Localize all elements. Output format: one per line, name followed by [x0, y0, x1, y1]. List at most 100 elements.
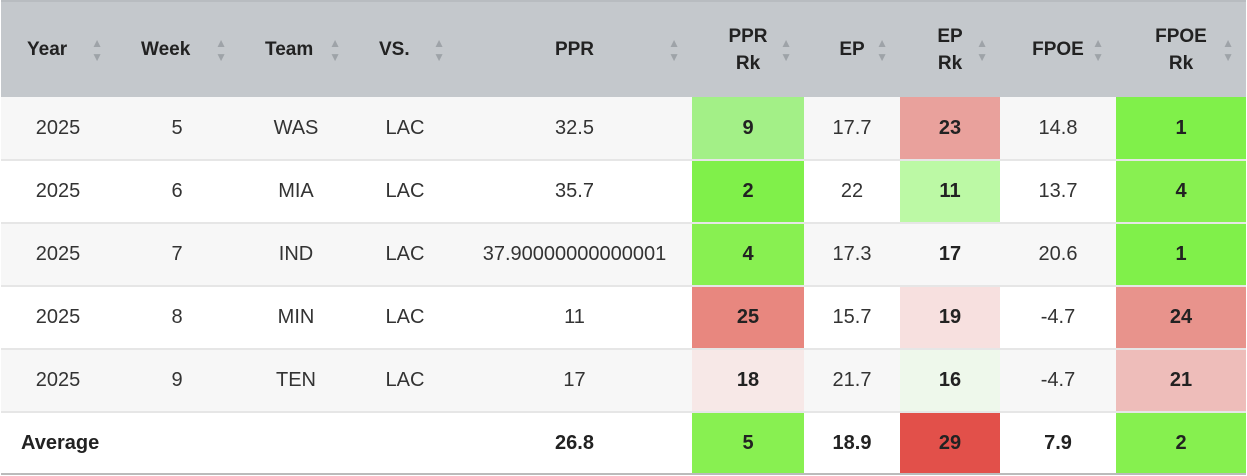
- cell-week: 7: [115, 223, 239, 287]
- cell-ppr-rk: 18: [692, 349, 804, 413]
- sort-icon[interactable]: ▲ ▼: [433, 35, 445, 64]
- sort-icon[interactable]: ▲ ▼: [1092, 35, 1104, 64]
- cell-ep-rk: 23: [900, 97, 1000, 161]
- sort-down-icon: ▼: [668, 49, 680, 64]
- cell-ep: 15.7: [804, 286, 900, 350]
- cell-year: 2025: [1, 160, 115, 224]
- cell-fpoe-rk: 1: [1116, 223, 1246, 287]
- cell-vs: LAC: [353, 223, 457, 287]
- cell-team: MIN: [239, 286, 353, 350]
- cell-ppr-rk: 2: [692, 160, 804, 224]
- cell-fpoe-rk: 24: [1116, 286, 1246, 350]
- col-header-ppr[interactable]: PPR ▲ ▼: [457, 0, 692, 97]
- cell-fpoe: -4.7: [1000, 286, 1116, 350]
- col-header-team[interactable]: Team ▲ ▼: [239, 0, 353, 97]
- cell-week: 5: [115, 97, 239, 161]
- cell-ppr: 11: [457, 286, 692, 350]
- cell-vs: LAC: [353, 349, 457, 413]
- cell-year: 2025: [1, 286, 115, 350]
- cell-year: 2025: [1, 223, 115, 287]
- sort-up-icon: ▲: [433, 35, 445, 50]
- col-team-label: Team: [265, 39, 314, 60]
- sort-icon[interactable]: ▲ ▼: [780, 35, 792, 64]
- cell-team: WAS: [239, 97, 353, 161]
- table-row: 2025 7 IND LAC 37.90000000000001 4 17.3 …: [1, 223, 1246, 287]
- sort-icon[interactable]: ▲ ▼: [976, 35, 988, 63]
- col-header-ep-rk[interactable]: EP Rk ▲ ▼: [900, 0, 1000, 97]
- cell-fpoe: 13.7: [1000, 160, 1116, 224]
- col-ppr-label: PPR: [554, 39, 595, 60]
- average-fpoe-rk: 2: [1116, 412, 1246, 475]
- cell-ep: 17.7: [804, 97, 900, 161]
- col-vs-label: VS.: [379, 39, 410, 60]
- cell-team-empty: [239, 412, 353, 475]
- cell-week: 8: [115, 286, 239, 350]
- cell-ep-rk: 11: [900, 160, 1000, 224]
- header-row: Year ▲ ▼ Week ▲ ▼ Team ▲ ▼ VS. ▲ ▼ PPR ▲ ▼ PPR Rk ▲ ▼…: [1, 0, 1246, 97]
- table-row: 2025 9 TEN LAC 17 18 21.7 16 -4.7 21: [1, 349, 1246, 413]
- sort-icon[interactable]: ▲ ▼: [876, 35, 888, 63]
- cell-fpoe: 14.8: [1000, 97, 1116, 161]
- cell-fpoe-rk: 1: [1116, 97, 1246, 161]
- col-fpoe-rk-line2: Rk: [1168, 52, 1194, 74]
- average-ep-rk: 29: [900, 412, 1000, 475]
- cell-team: TEN: [239, 349, 353, 413]
- sort-icon[interactable]: ▲ ▼: [215, 35, 227, 64]
- col-ep-label: EP: [839, 39, 865, 60]
- average-row: Average 26.8 5 18.9 29 7.9 2: [1, 412, 1246, 475]
- sort-up-icon: ▲: [876, 35, 888, 50]
- cell-ppr: 37.90000000000001: [457, 223, 692, 287]
- cell-ppr: 17: [457, 349, 692, 413]
- average-ppr-rk: 5: [692, 412, 804, 475]
- average-ep: 18.9: [804, 412, 900, 475]
- table-row: 2025 5 WAS LAC 32.5 9 17.7 23 14.8 1: [1, 97, 1246, 161]
- table-body: 2025 5 WAS LAC 32.5 9 17.7 23 14.8 1 202…: [1, 97, 1246, 413]
- col-header-ppr-rk[interactable]: PPR Rk ▲ ▼: [692, 0, 804, 97]
- sort-up-icon: ▲: [215, 35, 227, 50]
- cell-week-empty: [115, 412, 239, 475]
- cell-ep-rk: 16: [900, 349, 1000, 413]
- average-label: Average: [1, 412, 115, 475]
- cell-fpoe-rk: 4: [1116, 160, 1246, 224]
- col-header-vs[interactable]: VS. ▲ ▼: [353, 0, 457, 97]
- cell-team: IND: [239, 223, 353, 287]
- sort-up-icon: ▲: [976, 35, 988, 50]
- cell-vs-empty: [353, 412, 457, 475]
- table-row: 2025 8 MIN LAC 11 25 15.7 19 -4.7 24: [1, 286, 1246, 350]
- sort-down-icon: ▼: [215, 49, 227, 64]
- sort-icon[interactable]: ▲ ▼: [91, 35, 103, 63]
- cell-ppr: 32.5: [457, 97, 692, 161]
- sort-down-icon: ▼: [1092, 49, 1104, 64]
- sort-icon[interactable]: ▲ ▼: [668, 35, 680, 64]
- col-header-fpoe-rk[interactable]: FPOE Rk ▲ ▼: [1116, 0, 1246, 97]
- cell-fpoe: -4.7: [1000, 349, 1116, 413]
- cell-vs: LAC: [353, 286, 457, 350]
- col-fpoe-label: FPOE: [1032, 39, 1084, 60]
- cell-ep-rk: 19: [900, 286, 1000, 350]
- average-fpoe: 7.9: [1000, 412, 1116, 475]
- sort-down-icon: ▼: [329, 49, 341, 64]
- sort-down-icon: ▼: [1222, 49, 1234, 64]
- col-header-year[interactable]: Year ▲ ▼: [1, 0, 115, 97]
- sort-icon[interactable]: ▲ ▼: [329, 35, 341, 64]
- col-ep-rk-line1: EP: [937, 25, 963, 47]
- sort-down-icon: ▼: [780, 49, 792, 64]
- col-header-ep[interactable]: EP ▲ ▼: [804, 0, 900, 97]
- col-fpoe-rk-label: FPOE Rk: [1155, 23, 1207, 77]
- col-header-week[interactable]: Week ▲ ▼: [115, 0, 239, 97]
- cell-week: 6: [115, 160, 239, 224]
- sort-up-icon: ▲: [329, 35, 341, 50]
- sort-down-icon: ▼: [433, 49, 445, 64]
- cell-ppr-rk: 4: [692, 223, 804, 287]
- cell-ep: 21.7: [804, 349, 900, 413]
- sort-icon[interactable]: ▲ ▼: [1222, 37, 1234, 64]
- cell-ppr: 35.7: [457, 160, 692, 224]
- sort-up-icon: ▲: [1092, 35, 1104, 50]
- sort-up-icon: ▲: [668, 35, 680, 50]
- cell-team: MIA: [239, 160, 353, 224]
- cell-ep: 17.3: [804, 223, 900, 287]
- sort-up-icon: ▲: [780, 35, 792, 50]
- col-header-fpoe[interactable]: FPOE ▲ ▼: [1000, 0, 1116, 97]
- sort-up-icon: ▲: [91, 35, 103, 50]
